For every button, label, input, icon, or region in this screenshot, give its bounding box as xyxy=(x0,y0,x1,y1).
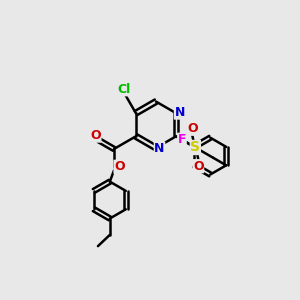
Text: O: O xyxy=(187,122,198,135)
Text: Cl: Cl xyxy=(117,83,130,96)
Text: O: O xyxy=(90,129,101,142)
Text: O: O xyxy=(114,160,125,173)
Text: N: N xyxy=(174,106,185,119)
Text: F: F xyxy=(178,133,186,146)
Text: S: S xyxy=(190,140,200,154)
Text: N: N xyxy=(154,142,165,155)
Text: O: O xyxy=(193,160,204,173)
